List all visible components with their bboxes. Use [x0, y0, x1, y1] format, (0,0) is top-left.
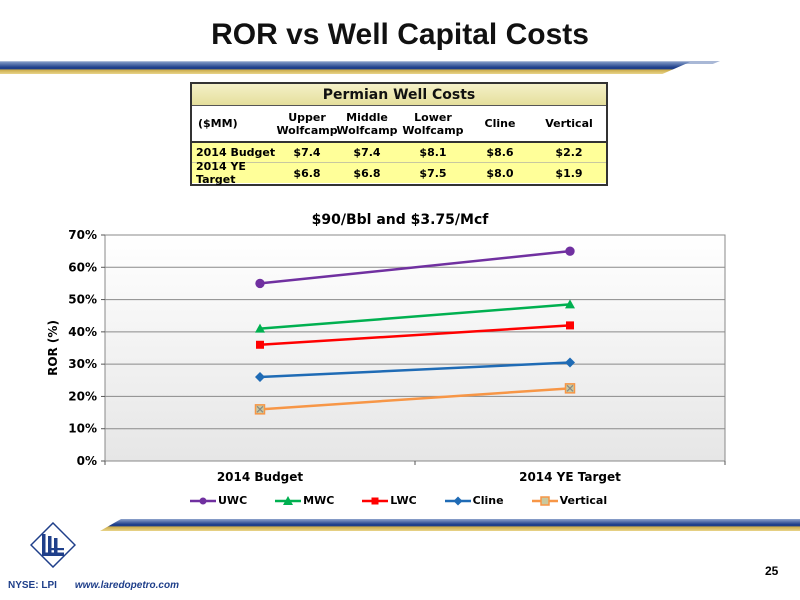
table-header-row: ($MM) Upper Wolfcamp Middle Wolfcamp Low… — [192, 106, 606, 143]
x-tick-label: 2014 YE Target — [519, 470, 621, 484]
footer-ticker: NYSE: LPI — [8, 580, 57, 591]
footer: NYSE: LPI www.laredopetro.com — [8, 580, 179, 591]
table-row: 2014 Budget $7.4 $7.4 $8.1 $8.6 $2.2 — [192, 143, 606, 163]
series-line-lwc — [259, 324, 571, 347]
legend-item-vertical: Vertical — [531, 494, 608, 507]
legend-swatch-vertical — [531, 495, 558, 506]
table-cell: $7.4 — [293, 146, 321, 159]
y-tick-label: 30% — [68, 357, 97, 371]
y-tick-label: 10% — [68, 422, 97, 436]
table-header-cell: Cline — [484, 117, 516, 130]
data-point-vertical — [564, 383, 576, 394]
legend-swatch-lwc — [362, 497, 389, 504]
y-tick-label: 20% — [68, 389, 97, 403]
table-header-cell: ($MM) — [198, 117, 238, 130]
table-cell: 2014 YE Target — [196, 160, 246, 186]
y-tick-label: 0% — [77, 454, 97, 468]
legend-label: Vertical — [559, 494, 608, 507]
footer-url[interactable]: www.laredopetro.com — [74, 580, 179, 591]
table-cell: $8.1 — [419, 146, 447, 159]
table-row: 2014 YE Target $6.8 $6.8 $7.5 $8.0 $1.9 — [192, 160, 606, 186]
data-point-lwc — [566, 321, 574, 330]
table-cell: $1.9 — [555, 166, 583, 180]
data-point-cline — [255, 372, 265, 383]
table-cell: $8.6 — [486, 146, 514, 159]
legend-label: Cline — [472, 494, 504, 507]
chart-title: $90/Bbl and $3.75/Mcf — [311, 212, 489, 228]
legend-swatch-mwc — [275, 495, 302, 505]
legend-label: LWC — [390, 494, 417, 507]
y-tick-label: 40% — [68, 325, 97, 339]
series-line-cline — [259, 361, 571, 379]
data-point-mwc — [565, 299, 575, 309]
x-tick-label: 2014 Budget — [217, 470, 304, 484]
table-header-cell: Lower Wolfcamp — [402, 110, 464, 137]
well-costs-table: Permian Well Costs ($MM) Upper Wolfcamp … — [190, 82, 608, 186]
table-title: Permian Well Costs — [192, 84, 606, 106]
header-stripe — [0, 62, 690, 74]
table-cell: $7.5 — [419, 166, 447, 180]
y-tick-label: 60% — [68, 260, 97, 274]
table-header-cell: Vertical — [545, 117, 593, 130]
legend-label: MWC — [303, 494, 335, 507]
page-number: 25 — [765, 564, 779, 578]
table-cell: $7.4 — [353, 146, 381, 159]
y-axis-label: ROR (%) — [46, 320, 60, 376]
legend-swatch-cline — [444, 496, 471, 505]
laredo-logo-icon — [30, 522, 76, 568]
table-header-cell: Upper Wolfcamp — [276, 110, 338, 137]
legend-label: UWC — [218, 494, 248, 507]
table-cell: $6.8 — [293, 166, 321, 180]
legend-item-uwc: UWC — [190, 494, 247, 507]
data-point-uwc — [255, 278, 265, 289]
ror-line-chart: 0% 10% 20% 30% 40% 50% 60% 70% 2014 Budget 2014 Y… — [46, 228, 726, 484]
y-tick-label: 70% — [68, 228, 97, 242]
table-header-cell: Middle Wolfcamp — [336, 110, 398, 137]
series-line-uwc — [259, 249, 571, 285]
table-cell: 2014 Budget — [196, 146, 276, 159]
data-point-uwc — [565, 246, 575, 256]
legend-item-lwc: LWC — [362, 494, 417, 507]
legend-swatch-uwc — [190, 497, 216, 504]
plot-area — [104, 234, 726, 462]
footer-stripe — [100, 519, 800, 531]
data-point-vertical — [254, 404, 266, 415]
legend-item-cline: Cline — [444, 494, 504, 507]
data-point-cline — [565, 357, 575, 368]
table-cell: $6.8 — [353, 166, 381, 180]
series-line-mwc — [259, 303, 571, 330]
series-line-vertical — [259, 387, 571, 411]
y-tick-label: 50% — [68, 293, 97, 307]
data-point-mwc — [255, 323, 265, 333]
data-point-lwc — [256, 340, 264, 349]
legend-item-mwc: MWC — [275, 494, 334, 507]
slide-title: ROR vs Well Capital Costs — [211, 18, 589, 51]
chart-legend: UWC MWC LWC Cline Vertical — [190, 494, 607, 507]
table-cell: $2.2 — [555, 146, 583, 159]
table-cell: $8.0 — [486, 166, 514, 180]
